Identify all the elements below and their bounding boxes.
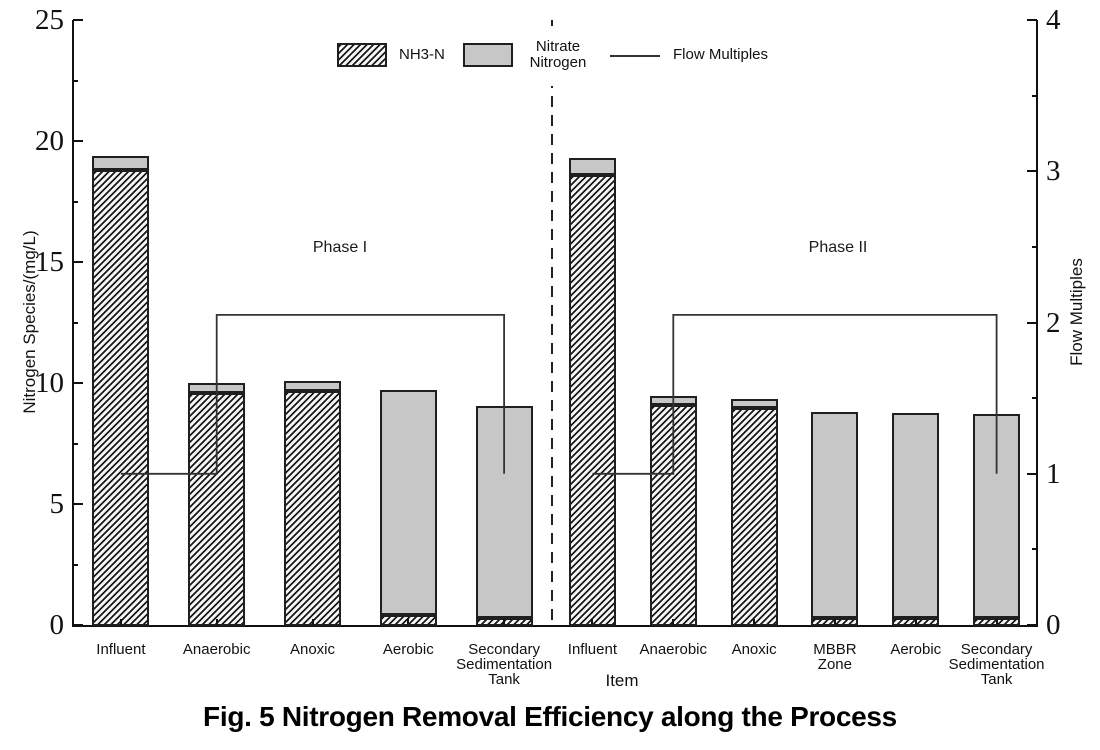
bar-segment-nitrate (284, 380, 341, 392)
bar-segment-nitrate (892, 412, 940, 619)
phase-2-label: Phase II (808, 239, 868, 256)
y-minor-tick-left (73, 321, 78, 324)
legend-flow-label: Flow Multiples (673, 46, 769, 63)
bar-segment-nitrate (730, 399, 778, 409)
x-tick (215, 619, 218, 625)
y-tick-right (1027, 19, 1037, 21)
y-tick-left (73, 19, 83, 21)
bar-segment-nh3n (649, 404, 697, 626)
bar-segment-nitrate (379, 390, 437, 616)
bar-segment-nitrate (811, 412, 859, 618)
x-tick (914, 619, 917, 625)
legend: NH3-N Nitrate Nitrogen Flow Multiples (330, 26, 792, 86)
x-tick (119, 619, 122, 625)
tick-label-left: 10 (35, 367, 64, 399)
y-minor-tick-left (73, 563, 78, 566)
bar-segment-nitrate (568, 157, 616, 175)
y-tick-right (1027, 624, 1037, 626)
x-tick (672, 619, 675, 625)
y-tick-left (73, 140, 83, 142)
category-label: Secondary Sedimentation Tank (948, 641, 1045, 688)
y-minor-tick-left (73, 442, 78, 445)
tick-label-right: 0 (1046, 609, 1061, 641)
legend-nitrate-swatch-icon (463, 43, 513, 67)
x-tick (753, 619, 756, 625)
category-label: Anoxic (731, 641, 777, 658)
tick-label-right: 1 (1046, 457, 1061, 490)
bottom-axis-spine (72, 625, 1038, 627)
tick-label-left: 25 (35, 4, 64, 36)
tick-label-left: 5 (49, 488, 65, 520)
x-tick (995, 619, 998, 625)
y-tick-right (1027, 170, 1037, 173)
category-label: Anaerobic (639, 641, 708, 658)
x-tick (503, 619, 506, 625)
tick-label-right: 2 (1046, 306, 1061, 339)
bar-segment-nitrate (188, 383, 246, 393)
x-tick (311, 619, 314, 625)
tick-label-left: 0 (49, 609, 65, 641)
legend-nh3n-swatch-icon (337, 43, 387, 67)
tick-label-left: 20 (35, 125, 64, 157)
category-label: Secondary Sedimentation Tank (456, 641, 553, 688)
bar-segment-nitrate (475, 405, 533, 618)
category-label: Anaerobic (182, 641, 251, 658)
bar-segment-nh3n (284, 391, 341, 626)
y-tick-left (73, 261, 83, 263)
y-tick-right (1027, 321, 1037, 324)
category-label: MBBR Zone (813, 641, 857, 673)
legend-nitrate-label: Nitrate Nitrogen (529, 38, 587, 71)
y-minor-tick-right (1032, 94, 1037, 97)
x-axis-title: Item (605, 671, 639, 690)
category-label: Anoxic (289, 641, 336, 658)
y-minor-tick-right (1032, 245, 1037, 248)
bar-segment-nh3n (730, 408, 778, 626)
category-label: Aerobic (890, 641, 942, 658)
bar-segment-nitrate (649, 395, 697, 405)
bar-segment-nitrate (92, 155, 150, 171)
tick-label-left: 15 (35, 246, 64, 278)
x-tick (833, 619, 836, 625)
legend-flowline-swatch-icon (610, 55, 660, 57)
y-minor-tick-left (73, 79, 78, 82)
y-tick-left (73, 503, 83, 505)
right-axis-spine (1036, 20, 1038, 627)
y-minor-tick-right (1032, 548, 1037, 551)
bar-segment-nitrate (973, 414, 1021, 618)
left-axis-spine (72, 20, 74, 627)
bar-segment-nh3n (188, 392, 246, 626)
bar-segment-nh3n (92, 170, 150, 626)
y-minor-tick-right (1032, 397, 1037, 400)
x-tick (591, 619, 594, 625)
phase-1-label: Phase I (312, 239, 368, 256)
y-tick-left (73, 624, 83, 626)
category-label: Influent (567, 641, 618, 658)
x-tick (407, 619, 410, 625)
y-tick-left (73, 382, 83, 384)
y-minor-tick-left (73, 200, 78, 203)
bar-segment-nh3n (568, 174, 616, 626)
legend-nh3n-label: NH3-N (399, 46, 445, 63)
tick-label-right: 3 (1046, 155, 1061, 188)
y-tick-right (1027, 472, 1037, 475)
tick-label-right: 4 (1046, 4, 1061, 36)
figure-caption: Fig. 5 Nitrogen Removal Efficiency along… (203, 701, 897, 732)
category-label: Aerobic (382, 641, 434, 658)
category-label: Influent (96, 641, 146, 658)
